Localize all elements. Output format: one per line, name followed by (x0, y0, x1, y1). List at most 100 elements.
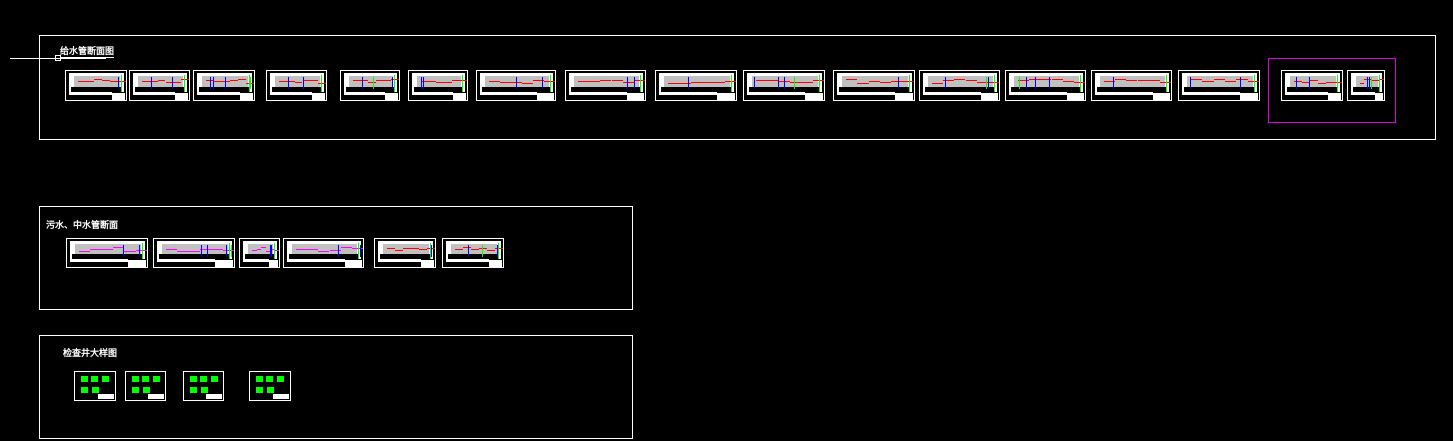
sheet-edge-marker (249, 75, 250, 95)
profile-area (292, 244, 357, 255)
profile-sheet[interactable] (193, 70, 255, 101)
manhole-detail-sheet[interactable] (183, 371, 224, 401)
sheet-edge-marker (229, 243, 230, 263)
profile-line-segment (455, 249, 463, 251)
profile-sheet[interactable] (129, 70, 190, 101)
profile-line-segment (544, 80, 555, 82)
data-table (661, 87, 732, 92)
marker-line (360, 245, 362, 257)
profile-line-segment (463, 247, 471, 249)
profile-line-segment (188, 250, 200, 252)
profile-sheet[interactable] (743, 70, 825, 101)
title-block (128, 259, 146, 267)
profile-line-segment (427, 248, 435, 250)
title-block (420, 259, 434, 267)
manhole-detail-drawing (200, 376, 207, 382)
marker-line (271, 245, 273, 257)
profile-area (138, 76, 183, 87)
profile-line-segment (419, 249, 427, 251)
profile-sheet[interactable] (565, 70, 646, 101)
profile-sheet[interactable] (65, 70, 127, 101)
marker-line (361, 77, 363, 89)
profile-area (275, 76, 320, 87)
title-block (175, 92, 188, 100)
profile-line-segment (110, 80, 118, 82)
profile-sheet[interactable] (153, 238, 235, 268)
profile-line-segment (351, 248, 363, 250)
manhole-detail-sheet[interactable] (249, 371, 291, 401)
profile-line-segment (522, 82, 533, 84)
profile-line-segment (932, 82, 944, 84)
profile-line-segment (428, 80, 437, 82)
title-block (1066, 92, 1084, 100)
data-table (199, 87, 250, 92)
manhole-detail-drawing (92, 387, 99, 393)
marker-line (988, 77, 990, 89)
profile-sheet[interactable] (239, 238, 280, 268)
marker-line (515, 77, 517, 89)
marker-line (897, 77, 899, 89)
profile-sheet[interactable] (283, 238, 364, 268)
marker-line (372, 77, 374, 89)
profile-line-segment (578, 80, 590, 82)
profile-line-segment (387, 247, 395, 249)
data-table (1287, 87, 1338, 92)
marker-line (688, 77, 689, 89)
profile-line-segment (1376, 80, 1380, 82)
profile-area (1014, 76, 1079, 87)
profile-sheet[interactable] (266, 70, 327, 101)
profile-area (162, 244, 228, 255)
manhole-detail-drawing (102, 376, 109, 382)
manhole-detail-sheet[interactable] (125, 371, 166, 401)
selection-window[interactable] (1268, 58, 1396, 123)
marker-line (1019, 77, 1021, 89)
profile-line-segment (713, 81, 725, 83)
profile-line-segment (1334, 81, 1342, 83)
profile-line-segment (296, 249, 308, 250)
group-frame-sewage (39, 206, 633, 310)
profile-line-segment (801, 81, 813, 83)
profile-line-segment (157, 80, 166, 82)
profile-line-segment (1104, 80, 1116, 82)
data-table (482, 87, 551, 92)
profile-sheet[interactable] (919, 70, 1000, 101)
data-table (346, 87, 395, 92)
profile-line-segment (600, 80, 612, 82)
profile-line-segment (214, 81, 222, 83)
profile-line-segment (411, 247, 419, 249)
title-block (453, 92, 466, 100)
profile-sheet[interactable] (66, 238, 148, 268)
manhole-detail-drawing (211, 376, 218, 382)
profile-line-segment (976, 81, 988, 83)
profile-line-segment (101, 248, 113, 250)
profile-sheet[interactable] (374, 238, 436, 268)
profile-sheet[interactable] (442, 238, 504, 268)
profile-line-segment (1225, 80, 1237, 82)
profile-sheet[interactable] (476, 70, 556, 101)
profile-sheet[interactable] (340, 70, 400, 101)
profile-line-segment (1368, 79, 1372, 81)
profile-area (349, 76, 393, 87)
marker-line (225, 77, 227, 89)
profile-sheet[interactable] (1347, 70, 1385, 101)
profile-sheet[interactable] (833, 70, 915, 101)
profile-sheet[interactable] (408, 70, 468, 101)
manhole-detail-drawing (81, 387, 88, 393)
manhole-detail-sheet[interactable] (74, 371, 116, 401)
profile-line-segment (487, 249, 495, 251)
sheet-border (287, 241, 363, 263)
title-block (488, 259, 502, 267)
sheet-edge-marker (909, 75, 910, 95)
profile-line-segment (173, 81, 182, 83)
profile-sheet[interactable] (655, 70, 737, 101)
manhole-detail-drawing (190, 376, 197, 382)
sheet-border (69, 73, 126, 95)
profile-sheet[interactable] (1091, 70, 1172, 101)
profile-sheet[interactable] (1281, 70, 1343, 101)
profile-sheet[interactable] (1178, 70, 1260, 101)
marker-line (627, 77, 629, 89)
profile-line-segment (633, 79, 645, 81)
profile-sheet[interactable] (1005, 70, 1086, 101)
profile-area (74, 76, 120, 87)
